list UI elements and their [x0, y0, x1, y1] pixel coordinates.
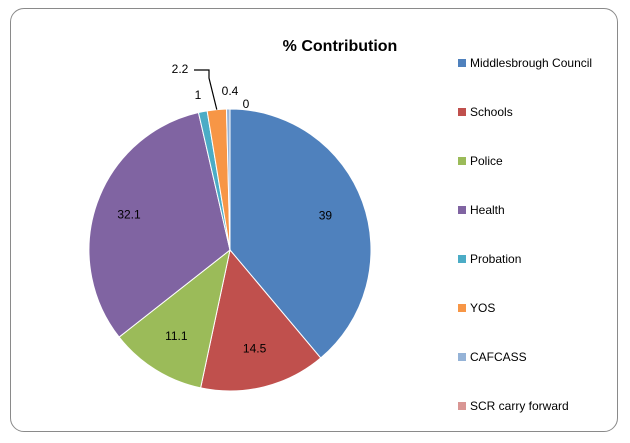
legend-swatch-health — [458, 206, 466, 214]
legend-swatch-yos — [458, 304, 466, 312]
data-label-health: 32.1 — [117, 207, 141, 221]
data-label-police: 11.1 — [165, 329, 188, 343]
data-labels: 39 14.5 11.1 32.1 1 2.2 0.4 0 — [117, 62, 332, 356]
legend: Middlesbrough Council Schools Police Health… — [458, 56, 592, 413]
data-label-middlesbrough-council: 39 — [319, 208, 333, 222]
legend-swatch-middlesbrough-council — [458, 59, 466, 67]
slice-middlesbrough-council — [229, 108, 372, 359]
slice-schools — [200, 248, 322, 392]
legend-label-health: Health — [470, 203, 505, 217]
legend-swatch-police — [458, 157, 466, 165]
leader-lines — [194, 69, 218, 110]
legend-label-middlesbrough-council: Middlesbrough Council — [470, 56, 592, 70]
data-label-yos: 2.2 — [172, 62, 189, 76]
data-label-probation: 1 — [195, 88, 202, 102]
slice-health — [88, 111, 231, 338]
legend-label-police: Police — [470, 154, 503, 168]
pie-slices — [88, 108, 372, 392]
legend-label-scr-carry-forward: SCR carry forward — [470, 399, 569, 413]
slice-cafcass — [225, 108, 231, 251]
legend-label-schools: Schools — [470, 105, 513, 119]
legend-label-yos: YOS — [470, 301, 495, 315]
legend-label-cafcass: CAFCASS — [470, 350, 527, 364]
leader-line-yos — [194, 69, 218, 110]
data-label-schools: 14.5 — [243, 342, 267, 356]
legend-swatch-cafcass — [458, 353, 466, 361]
data-label-cafcass: 0.4 — [222, 84, 239, 98]
data-label-scr-carry-forward: 0 — [243, 97, 250, 111]
slice-police — [118, 248, 231, 389]
legend-swatch-scr-carry-forward — [458, 402, 466, 410]
legend-swatch-probation — [458, 255, 466, 263]
legend-swatch-schools — [458, 108, 466, 116]
legend-label-probation: Probation — [470, 252, 521, 266]
chart-title: % Contribution — [283, 38, 398, 55]
